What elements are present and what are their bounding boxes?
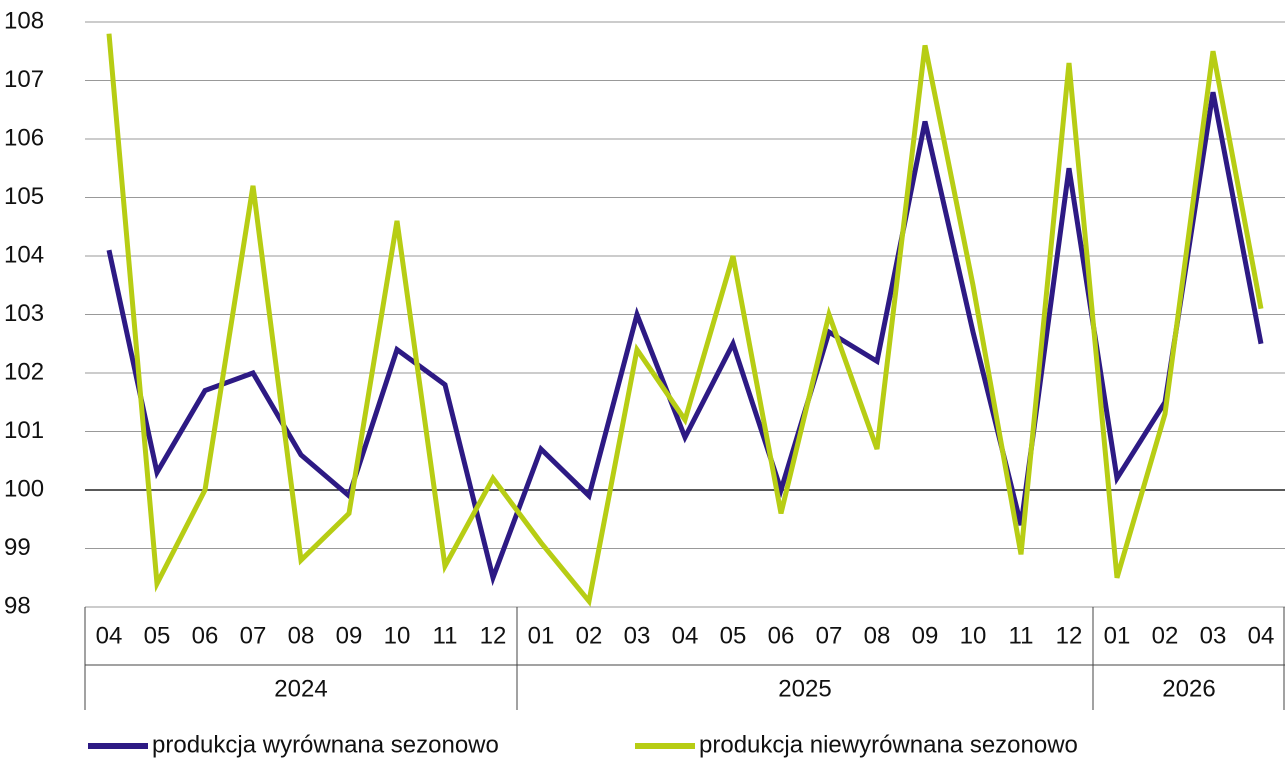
x-tick-label: 06 [768, 622, 795, 649]
x-tick-label: 01 [528, 622, 555, 649]
x-tick-label: 02 [1152, 622, 1179, 649]
series-line [106, 33, 1264, 607]
x-tick-label: 07 [816, 622, 843, 649]
y-tick-label: 103 [4, 300, 44, 327]
x-tick-label: 06 [192, 622, 219, 649]
x-tick-label: 09 [336, 622, 363, 649]
y-tick-label: 101 [4, 417, 44, 444]
y-tick-label: 108 [4, 7, 44, 34]
y-tick-label: 107 [4, 66, 44, 93]
x-tick-label: 04 [672, 622, 699, 649]
x-tick-label: 09 [912, 622, 939, 649]
group-label: 2025 [778, 675, 831, 702]
y-tick-label: 98 [4, 592, 31, 619]
x-tick-label: 12 [1056, 622, 1083, 649]
x-tick-label: 05 [144, 622, 171, 649]
x-tick-label: 07 [240, 622, 267, 649]
y-tick-label: 102 [4, 358, 44, 385]
x-tick-label: 03 [624, 622, 651, 649]
group-label: 2026 [1162, 675, 1215, 702]
x-tick-label: 11 [1009, 622, 1034, 649]
x-tick-label: 08 [864, 622, 891, 649]
x-tick-label: 03 [1200, 622, 1227, 649]
x-tick-label: 01 [1104, 622, 1131, 649]
x-tick-label: 04 [96, 622, 123, 649]
x-tick-label: 10 [384, 622, 411, 649]
y-tick-label: 106 [4, 124, 44, 151]
x-tick-label: 10 [960, 622, 987, 649]
x-tick-label: 02 [576, 622, 603, 649]
x-tick-label: 04 [1248, 622, 1275, 649]
x-tick-label: 08 [288, 622, 315, 649]
legend-label: produkcja wyrównana sezonowo [152, 731, 499, 758]
y-tick-label: 105 [4, 183, 44, 210]
x-tick-label: 05 [720, 622, 747, 649]
y-tick-label: 99 [4, 534, 31, 561]
y-tick-label: 100 [4, 475, 44, 502]
group-label: 2024 [274, 675, 327, 702]
x-tick-label: 11 [433, 622, 458, 649]
legend-label: produkcja niewyrównana sezonowo [699, 731, 1078, 758]
series-line [106, 91, 1264, 587]
x-tick-label: 12 [480, 622, 507, 649]
y-tick-label: 104 [4, 241, 44, 268]
